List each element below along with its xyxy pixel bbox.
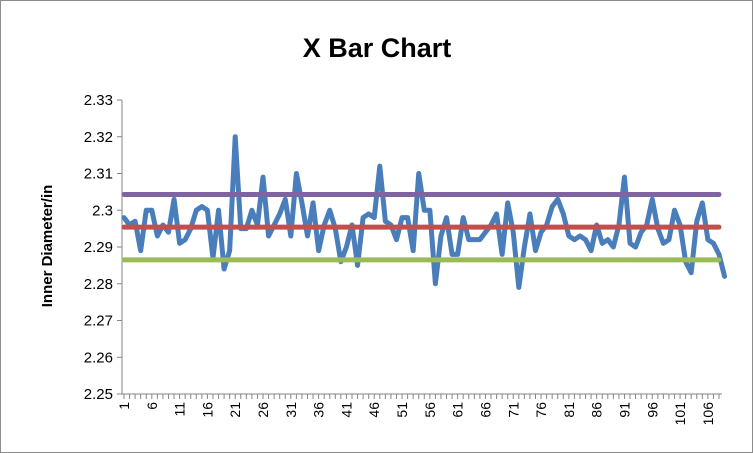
series-line-data xyxy=(121,134,728,290)
x-tick-label: 36 xyxy=(311,402,327,418)
y-tick-label: 2.33 xyxy=(84,92,113,109)
x-tick-label: 11 xyxy=(172,402,188,417)
y-tick-label: 2.28 xyxy=(84,276,113,293)
y-tick-label: 2.32 xyxy=(84,129,113,146)
x-tick-label: 91 xyxy=(616,402,632,418)
x-tick-label: 46 xyxy=(366,402,382,418)
x-tick-label: 51 xyxy=(394,402,410,418)
chart-title: X Bar Chart xyxy=(303,33,452,63)
x-tick-label: 81 xyxy=(561,402,577,418)
x-tick-label: 6 xyxy=(144,402,160,410)
x-tick-label: 16 xyxy=(199,402,215,418)
x-tick-label: 96 xyxy=(644,402,660,418)
y-tick-label: 2.25 xyxy=(84,386,113,403)
x-tick-label: 71 xyxy=(505,402,521,418)
x-tick-label: 86 xyxy=(589,402,605,418)
x-tick-label: 21 xyxy=(227,402,243,418)
x-tick-label: 106 xyxy=(700,402,716,426)
x-tick-label: 61 xyxy=(450,402,466,418)
x-tick-label: 101 xyxy=(672,402,688,426)
x-tick-label: 41 xyxy=(338,402,354,418)
x-tick-label: 31 xyxy=(283,402,299,418)
x-tick-label: 26 xyxy=(255,402,271,418)
y-tick-label: 2.26 xyxy=(84,349,113,366)
x-tick-label: 66 xyxy=(477,402,493,418)
tick-layer: 2.252.262.272.282.292.32.312.322.331 6 11 1… xyxy=(84,92,720,426)
x-tick-label: 76 xyxy=(533,402,549,418)
series-layer xyxy=(121,134,728,290)
y-tick-label: 2.3 xyxy=(92,202,113,219)
y-axis-label: Inner Diameter/in xyxy=(39,185,56,308)
y-tick-label: 2.27 xyxy=(84,313,113,330)
y-tick-label: 2.31 xyxy=(84,166,113,183)
y-tick-label: 2.29 xyxy=(84,239,113,256)
x-tick-label: 1 xyxy=(116,402,132,410)
x-tick-label: 56 xyxy=(422,402,438,418)
